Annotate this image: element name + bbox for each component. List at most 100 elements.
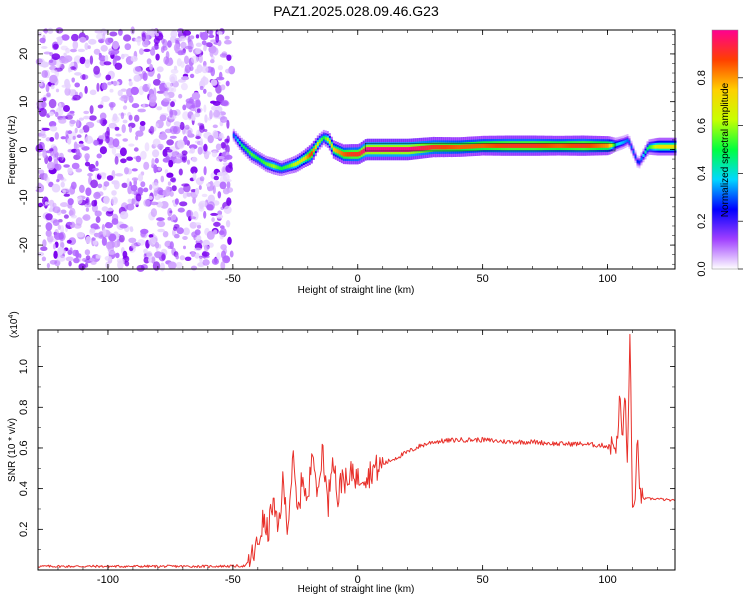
noise-speckle xyxy=(100,45,108,52)
noise-speckle xyxy=(84,153,90,160)
colorbar: 0.0 0.2 0.4 0.6 0.8 Normalized spectral ampl… xyxy=(696,29,743,277)
noise-speckle xyxy=(52,202,57,208)
noise-speckle xyxy=(117,89,123,97)
noise-speckle xyxy=(66,239,72,244)
noise-speckle xyxy=(43,28,49,34)
noise-speckle xyxy=(40,133,47,139)
noise-speckle xyxy=(225,80,230,87)
noise-speckle xyxy=(180,61,185,68)
noise-speckle xyxy=(113,240,120,248)
noise-speckle xyxy=(148,195,153,200)
noise-speckle xyxy=(161,38,165,44)
noise-speckle xyxy=(226,135,230,143)
noise-speckle xyxy=(128,237,137,243)
noise-speckle xyxy=(162,97,172,102)
noise-speckle xyxy=(143,248,148,254)
noise-speckle xyxy=(228,162,233,169)
noise-speckle xyxy=(128,126,133,133)
top-x-tick-label: -50 xyxy=(225,273,241,285)
ridge-cell xyxy=(466,144,469,149)
ridge-cell xyxy=(494,143,497,148)
colorbar-tick-label: 0.0 xyxy=(696,261,708,276)
noise-speckle xyxy=(216,135,225,139)
noise-speckle xyxy=(113,180,120,190)
top-x-axis: -100 -50 0 50 100 xyxy=(57,30,658,285)
ridge-cell xyxy=(332,147,335,152)
ridge-cell xyxy=(566,143,569,148)
noise-speckle xyxy=(140,228,149,235)
noise-speckle xyxy=(190,251,196,257)
noise-speckle xyxy=(210,100,217,104)
ridge-cell xyxy=(298,159,301,164)
ridge-cell xyxy=(408,147,411,152)
ridge-cell xyxy=(506,143,509,148)
ridge-cell xyxy=(292,162,295,167)
noise-speckle xyxy=(112,40,120,50)
noise-speckle xyxy=(98,135,105,140)
noise-speckle xyxy=(95,216,101,224)
noise-speckle xyxy=(169,109,174,118)
noise-speckle xyxy=(48,155,53,162)
bottom-x-axis-label: Height of straight line (km) xyxy=(298,584,415,595)
ridge-cell xyxy=(340,151,343,156)
snr-panel: -100 -50 0 50 100 0.2 0.4 0.6 0.8 1.0 Height of … xyxy=(7,311,676,595)
noise-speckle xyxy=(102,228,107,237)
noise-speckle xyxy=(101,82,108,91)
noise-speckle xyxy=(215,84,222,94)
noise-speckle xyxy=(47,161,55,171)
noise-speckle xyxy=(178,93,183,99)
noise-speckle xyxy=(219,53,228,58)
noise-speckle xyxy=(67,188,75,195)
noise-speckle xyxy=(60,225,65,234)
noise-speckle xyxy=(224,255,230,262)
ridge-cell xyxy=(296,161,299,165)
noise-speckle xyxy=(126,177,130,187)
noise-speckle xyxy=(128,114,133,121)
ridge-cell xyxy=(596,143,599,148)
noise-speckle xyxy=(149,125,155,135)
noise-speckle xyxy=(199,85,204,91)
noise-speckle xyxy=(108,233,117,242)
ridge-cell xyxy=(616,142,619,146)
noise-speckle xyxy=(148,93,157,103)
noise-speckle xyxy=(171,185,177,192)
noise-speckle xyxy=(37,252,45,257)
noise-speckle xyxy=(68,260,72,267)
noise-speckle xyxy=(67,249,73,255)
noise-speckle xyxy=(107,81,112,86)
noise-speckle xyxy=(182,30,192,36)
ridge-cell xyxy=(446,144,449,150)
noise-speckle xyxy=(179,201,188,207)
ridge-cell xyxy=(322,135,325,140)
ridge-cell xyxy=(398,147,401,152)
ridge-cell xyxy=(278,166,281,170)
ridge-cell xyxy=(600,143,603,148)
noise-speckle xyxy=(220,244,227,251)
noise-speckle xyxy=(133,147,139,152)
noise-speckle xyxy=(93,225,101,230)
noise-speckle xyxy=(174,158,183,164)
noise-speckle xyxy=(160,175,165,183)
noise-speckle xyxy=(124,43,132,51)
noise-speckle xyxy=(105,135,110,144)
noise-speckle xyxy=(162,148,168,157)
noise-speckle xyxy=(74,127,78,134)
ridge-cell xyxy=(482,143,485,148)
noise-speckle xyxy=(139,124,146,132)
noise-speckle xyxy=(150,48,156,56)
ridge-cell xyxy=(478,143,481,149)
ridge-cell xyxy=(546,143,549,148)
noise-speckle xyxy=(126,156,133,161)
noise-speckle xyxy=(144,32,150,42)
noise-speckle xyxy=(216,252,221,261)
noise-speckle xyxy=(135,135,139,141)
noise-speckle xyxy=(146,58,152,65)
noise-speckle xyxy=(106,175,114,181)
noise-speckle xyxy=(104,54,109,62)
noise-speckle xyxy=(42,150,47,159)
noise-speckle xyxy=(75,249,79,259)
ridge-cell xyxy=(416,146,419,151)
bottom-y-axis-label: SNR (10 * v/v) xyxy=(7,418,18,482)
noise-speckle xyxy=(108,122,117,129)
